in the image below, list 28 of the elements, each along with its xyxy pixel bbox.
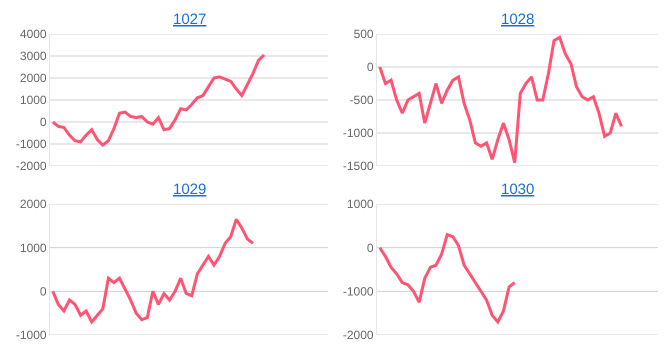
y-tick-label: -1500: [342, 159, 374, 174]
chart-title: 1028: [501, 11, 534, 28]
y-tick-label: 0: [40, 284, 47, 299]
line-series: [378, 36, 623, 164]
y-tick-label: 500: [354, 27, 374, 42]
y-tick-label: -2000: [342, 328, 374, 342]
y-tick-label: 3000: [20, 49, 47, 64]
line-series: [51, 53, 266, 147]
y-tick-label: -2000: [16, 159, 47, 174]
y-tick-label: -1000: [342, 126, 374, 140]
y-tick-label: 0: [40, 115, 47, 130]
y-tick-label: -500: [350, 93, 374, 108]
chart-title: 1027: [173, 11, 206, 28]
y-tick-label: 0: [366, 240, 374, 255]
y-tick-label: 1000: [20, 240, 47, 255]
y-tick-label: 4000: [20, 27, 47, 42]
y-tick-label: -1000: [16, 137, 47, 152]
y-tick-label: -1000: [16, 328, 47, 342]
chart-title: 1030: [501, 181, 534, 198]
line-series: [51, 218, 254, 324]
y-tick-label: 2000: [20, 197, 47, 212]
y-tick-label: -1000: [342, 284, 374, 299]
y-tick-label: 0: [366, 60, 374, 74]
y-tick-label: 2000: [20, 71, 47, 86]
line-series: [378, 233, 516, 324]
y-tick-label: 1000: [346, 197, 374, 212]
y-tick-label: 1000: [20, 93, 47, 108]
chart-title: 1029: [173, 181, 206, 198]
